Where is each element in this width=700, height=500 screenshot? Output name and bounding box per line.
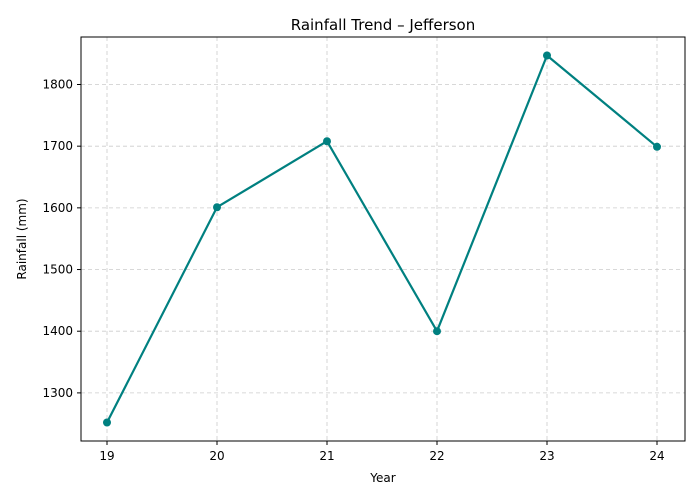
- x-axis-label: Year: [369, 471, 395, 485]
- axes: 19 20 21 22 23 24 1300 1400 1500 1600 1700 1800: [42, 77, 664, 463]
- series-layer: [103, 51, 661, 427]
- x-tick-label: 24: [649, 449, 664, 463]
- y-tick-label: 1300: [42, 386, 73, 400]
- x-tick-label: 20: [209, 449, 224, 463]
- x-tick-label: 21: [319, 449, 334, 463]
- y-axis-label: Rainfall (mm): [15, 198, 29, 279]
- data-point: [433, 327, 441, 336]
- y-tick-label: 1400: [42, 324, 73, 338]
- y-tick-label: 1800: [42, 77, 73, 91]
- data-point: [213, 203, 221, 212]
- plot-frame: [80, 36, 686, 442]
- y-tick-label: 1700: [42, 139, 73, 153]
- y-tick-label: 1600: [42, 201, 73, 215]
- y-tick-label: 1500: [42, 263, 73, 277]
- x-tick-label: 23: [539, 449, 554, 463]
- data-point: [653, 142, 661, 151]
- chart-title: Rainfall Trend – Jefferson: [291, 16, 476, 34]
- series-line: [106, 54, 658, 423]
- x-tick-label: 19: [99, 449, 114, 463]
- data-point: [543, 51, 551, 60]
- data-point: [323, 137, 331, 146]
- x-tick-label: 22: [429, 449, 444, 463]
- grid-lines: [81, 37, 685, 441]
- data-point: [103, 418, 111, 427]
